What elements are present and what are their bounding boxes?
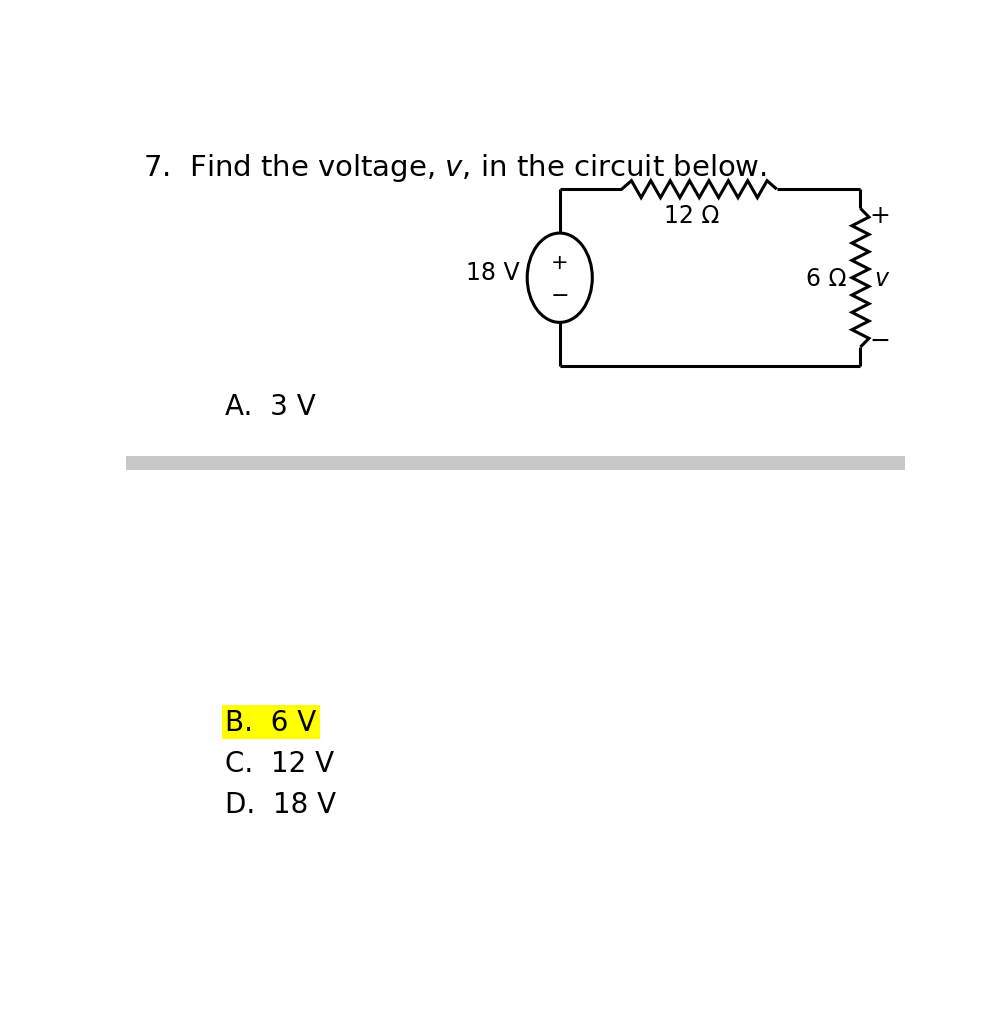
Text: −: − <box>870 329 890 353</box>
Bar <box>126 457 905 471</box>
Text: D.  18 V: D. 18 V <box>225 790 336 818</box>
Text: 6 Ω: 6 Ω <box>806 266 846 290</box>
Text: 7.  Find the voltage, $v$, in the circuit below.: 7. Find the voltage, $v$, in the circuit… <box>143 152 767 183</box>
Text: +: + <box>870 204 890 228</box>
Text: B.  6 V: B. 6 V <box>225 708 316 737</box>
Text: 12 Ω: 12 Ω <box>664 204 719 228</box>
Text: 18 V: 18 V <box>466 260 519 284</box>
Text: $v$: $v$ <box>874 266 890 290</box>
Text: A.  3 V: A. 3 V <box>225 393 316 421</box>
Text: −: − <box>550 285 569 306</box>
Text: C.  12 V: C. 12 V <box>225 749 334 777</box>
Text: +: + <box>551 253 568 273</box>
